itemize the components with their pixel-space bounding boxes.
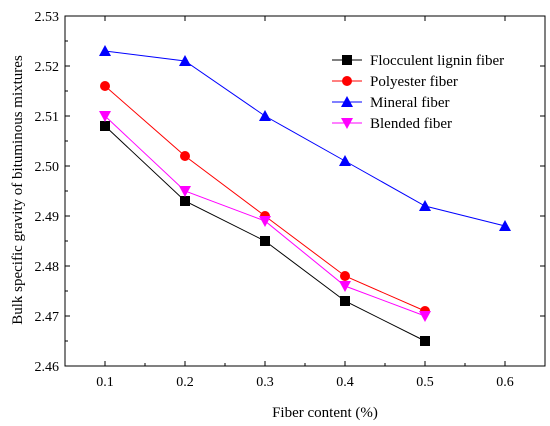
- y-tick-label: 2.50: [35, 160, 60, 175]
- data-point: [259, 110, 271, 121]
- y-tick-label: 2.51: [35, 110, 60, 125]
- data-point: [339, 155, 351, 166]
- data-point: [419, 311, 431, 322]
- legend-item: Flocculent lignin fiber: [332, 53, 504, 69]
- y-tick-label: 2.49: [35, 210, 60, 225]
- x-tick-label: 0.6: [496, 375, 514, 390]
- legend: Flocculent lignin fiber Polyester fiber Mi…: [332, 53, 504, 132]
- data-point: [259, 216, 271, 227]
- legend-item: Mineral fiber: [332, 95, 450, 111]
- data-point: [420, 336, 430, 346]
- x-tick-label: 0.1: [96, 375, 114, 390]
- y-tick-label: 2.47: [35, 310, 60, 325]
- series-line: [104, 125, 426, 342]
- series-3: [99, 111, 431, 322]
- y-axis-title: Bulk specific gravity of bituminous mixt…: [10, 55, 26, 325]
- data-point: [339, 281, 351, 292]
- legend-label: Polyester fiber: [370, 74, 458, 90]
- legend-marker: [342, 55, 352, 65]
- legend-item: Polyester fiber: [332, 74, 458, 90]
- legend-item: Blended fiber: [332, 116, 452, 132]
- data-point: [340, 296, 350, 306]
- x-tick-label: 0.3: [256, 375, 274, 390]
- x-axis-title: Fiber content (%): [272, 405, 378, 421]
- legend-label: Flocculent lignin fiber: [370, 53, 504, 69]
- legend-marker: [342, 76, 352, 86]
- data-point: [100, 121, 110, 131]
- data-point: [179, 186, 191, 197]
- series-layer: [99, 45, 511, 346]
- x-tick-label: 0.4: [336, 375, 354, 390]
- data-point: [99, 45, 111, 56]
- data-point: [100, 81, 110, 91]
- legend-label: Mineral fiber: [370, 95, 450, 111]
- data-point: [260, 236, 270, 246]
- y-tick-label: 2.52: [35, 60, 60, 75]
- data-point: [499, 220, 511, 231]
- legend-label: Blended fiber: [370, 116, 452, 132]
- legend-marker: [341, 118, 353, 129]
- y-tick-label: 2.48: [35, 260, 60, 275]
- data-point: [340, 271, 350, 281]
- x-tick-label: 0.5: [416, 375, 434, 390]
- x-tick-label: 0.2: [176, 375, 194, 390]
- data-point: [180, 151, 190, 161]
- y-tick-label: 2.46: [35, 360, 60, 375]
- data-point: [180, 196, 190, 206]
- series-0: [100, 121, 430, 346]
- data-point: [99, 111, 111, 122]
- data-point: [179, 55, 191, 66]
- chart-axes: 0.1 0.2 0.3 0.4 0.5 0.6 2.46 2.47 2.48 2.49 2.50 2.…: [35, 10, 546, 390]
- y-tick-label: 2.53: [35, 10, 60, 25]
- data-point: [419, 200, 431, 211]
- legend-marker: [341, 96, 353, 107]
- series-2: [99, 45, 511, 231]
- series-line: [104, 50, 506, 227]
